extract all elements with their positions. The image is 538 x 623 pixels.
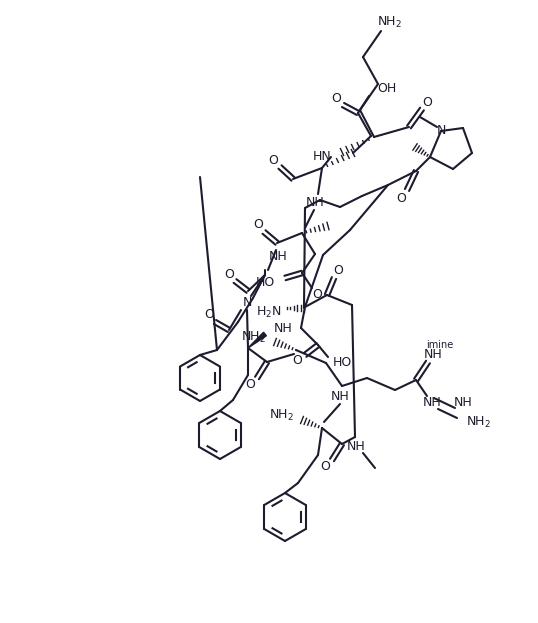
- Polygon shape: [248, 332, 266, 348]
- Text: O: O: [292, 353, 302, 366]
- Text: O: O: [312, 288, 322, 302]
- Text: NH$_2$: NH$_2$: [377, 14, 401, 29]
- Text: NH: NH: [423, 348, 442, 361]
- Text: O: O: [396, 191, 406, 204]
- Text: NH: NH: [454, 396, 472, 409]
- Text: O: O: [320, 460, 330, 473]
- Text: NH: NH: [268, 250, 287, 264]
- Text: O: O: [224, 267, 234, 280]
- Text: O: O: [204, 308, 214, 321]
- Text: imine: imine: [427, 340, 454, 350]
- Text: O: O: [253, 219, 263, 232]
- Text: O: O: [245, 379, 255, 391]
- Text: NH$_2$: NH$_2$: [269, 407, 294, 422]
- Text: NH: NH: [331, 389, 349, 402]
- Text: HN: HN: [312, 151, 331, 163]
- Text: NH: NH: [346, 440, 365, 454]
- Text: H$_2$N: H$_2$N: [257, 305, 282, 320]
- Text: O: O: [422, 95, 432, 108]
- Text: NH$_2$: NH$_2$: [241, 330, 266, 345]
- Text: NH: NH: [423, 396, 441, 409]
- Text: N: N: [436, 125, 445, 138]
- Text: NH: NH: [306, 196, 324, 209]
- Text: HO: HO: [333, 356, 352, 369]
- Text: NH$_2$: NH$_2$: [466, 414, 491, 429]
- Text: O: O: [268, 153, 278, 166]
- Text: HO: HO: [256, 275, 275, 288]
- Text: O: O: [331, 92, 341, 105]
- Text: NH: NH: [274, 323, 293, 336]
- Text: O: O: [333, 264, 343, 277]
- Text: N: N: [242, 297, 252, 310]
- Text: OH: OH: [377, 82, 397, 95]
